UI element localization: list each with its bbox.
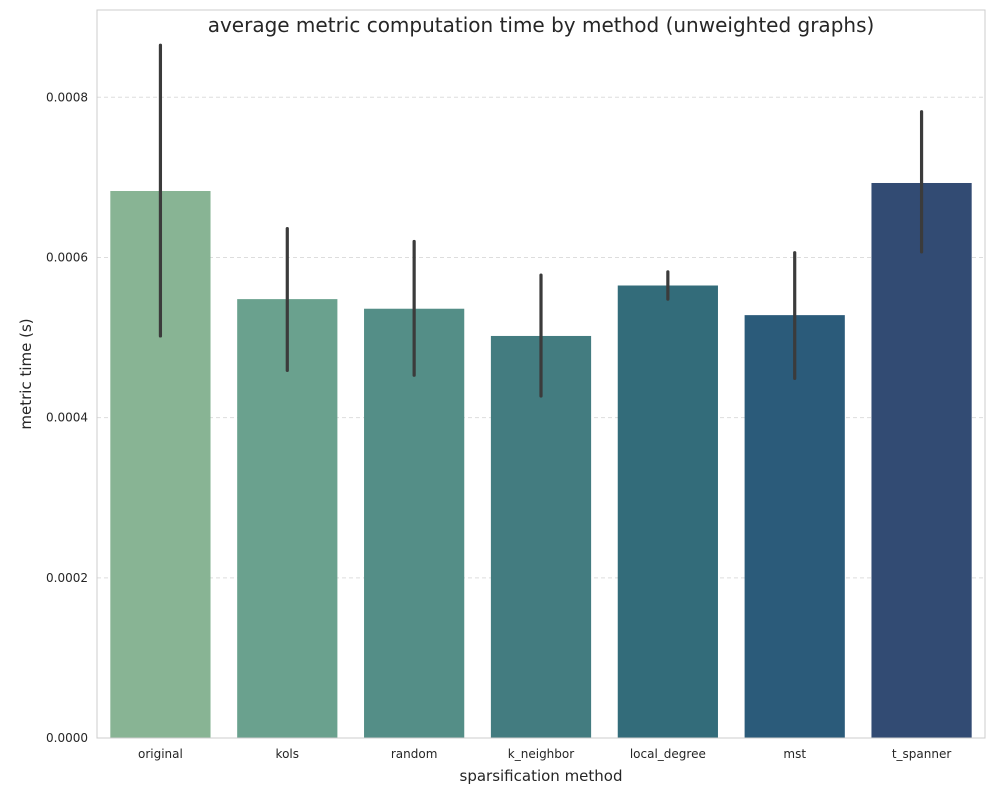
x-tick-label: original [138,747,183,761]
y-tick-label: 0.0002 [46,571,88,585]
bar-t_spanner [871,182,972,738]
bar-kols [237,299,338,738]
x-tick-label: t_spanner [892,747,952,761]
x-tick-label: random [391,747,438,761]
y-tick-label: 0.0004 [46,411,88,425]
bar-mst [744,315,845,738]
y-tick-label: 0.0006 [46,250,88,264]
bar-local_degree [617,285,718,738]
chart-title: average metric computation time by metho… [208,13,875,37]
error-bars [158,43,924,398]
x-axis-label: sparsification method [460,767,623,785]
x-tick-label: kols [276,747,299,761]
x-tick-label: local_degree [630,747,706,761]
y-tick-label: 0.0000 [46,731,88,745]
y-tick-label: 0.0008 [46,90,88,104]
x-tick-label: k_neighbor [508,747,574,761]
y-axis-label: metric time (s) [17,318,35,429]
y-tick-labels: 0.0000 0.0002 0.0004 0.0006 0.0008 [46,90,88,745]
x-tick-labels: original kols random k_neighbor local_degree… [138,747,951,761]
bars [110,182,972,738]
x-tick-label: mst [783,747,806,761]
bar-k_neighbor [490,335,592,738]
bar-random [364,308,465,738]
plot-frame [96,9,986,739]
